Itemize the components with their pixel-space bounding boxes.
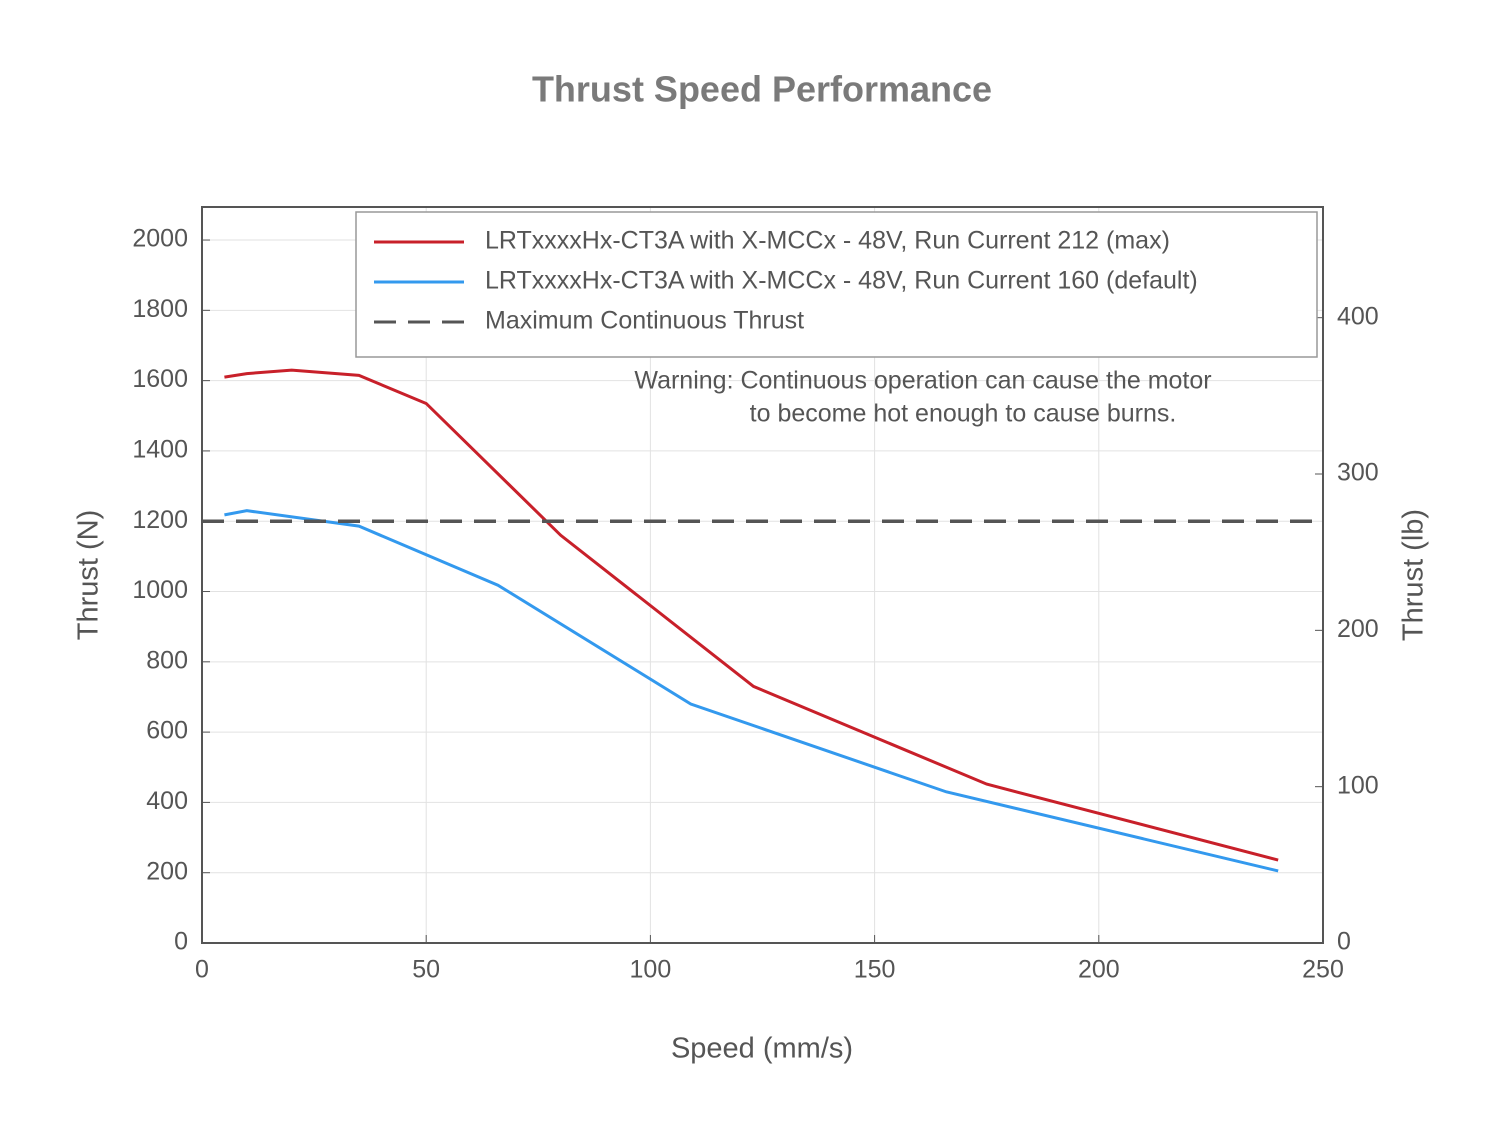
y2-tick-label: 300 [1337,459,1379,487]
y2-tick-label: 200 [1337,615,1379,643]
x-tick-label: 200 [1078,956,1120,984]
y-tick-label: 800 [146,646,188,674]
y-tick-label: 2000 [132,225,188,253]
annotation: to become hot enough to cause burns. [750,400,1177,428]
chart-title: Thrust Speed Performance [532,69,992,110]
y-tick-label: 1600 [132,365,188,393]
y-tick-label: 200 [146,857,188,885]
y-tick-label: 1000 [132,576,188,604]
y2-tick-label: 100 [1337,771,1379,799]
y-tick-label: 1800 [132,295,188,323]
y2-tick-label: 0 [1337,928,1351,956]
series-line [224,509,1279,873]
y2-axis-label: Thrust (lb) [1398,509,1430,641]
y-tick-label: 1400 [132,436,188,464]
plot-frame [201,206,1324,944]
y-axis-label: Thrust (N) [73,510,105,641]
x-tick-label: 150 [854,956,896,984]
x-tick-label: 100 [630,956,672,984]
annotation: Warning: Continuous operation can cause … [634,367,1211,395]
legend-box [355,211,1318,358]
series-line [224,368,1279,862]
x-axis-label: Speed (mm/s) [671,1033,853,1065]
x-tick-label: 0 [195,956,209,984]
x-tick-label: 50 [412,956,440,984]
legend-label: LRTxxxxHx-CT3A with X-MCCx - 48V, Run Cu… [485,227,1170,255]
y-tick-label: 400 [146,787,188,815]
legend-label: Maximum Continuous Thrust [485,307,804,335]
x-tick-label: 250 [1302,956,1344,984]
legend-label: LRTxxxxHx-CT3A with X-MCCx - 48V, Run Cu… [485,267,1198,295]
y2-tick-label: 400 [1337,302,1379,330]
y-tick-label: 600 [146,717,188,745]
y-tick-label: 1200 [132,506,188,534]
legend: LRTxxxxHx-CT3A with X-MCCx - 48V, Run Cu… [355,211,1318,358]
y-tick-label: 0 [174,928,188,956]
